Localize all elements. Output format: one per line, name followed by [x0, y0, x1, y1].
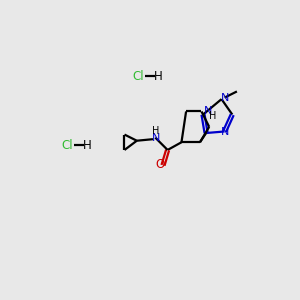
Text: H: H [208, 111, 216, 121]
Text: Cl: Cl [133, 70, 144, 83]
Text: H: H [152, 126, 160, 136]
Text: N: N [220, 127, 229, 137]
Text: N: N [152, 134, 160, 143]
Text: N: N [221, 93, 230, 103]
Text: H: H [83, 139, 92, 152]
Text: O: O [155, 158, 164, 171]
Text: H: H [154, 70, 163, 83]
Text: N: N [203, 106, 212, 116]
Text: Cl: Cl [62, 139, 73, 152]
